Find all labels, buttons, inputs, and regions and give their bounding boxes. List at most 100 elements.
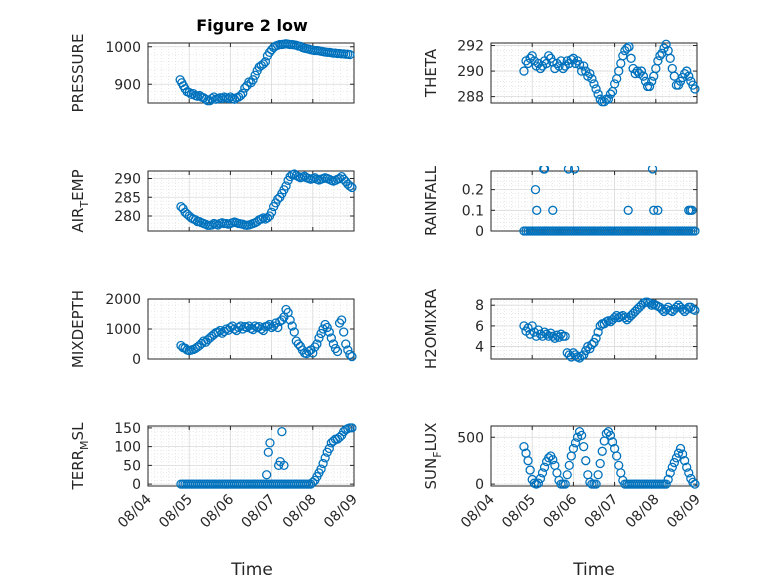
data-point: [593, 89, 603, 99]
axes-box: [490, 42, 698, 104]
data-point: [213, 327, 223, 337]
data-point: [279, 460, 289, 471]
data-point: [622, 43, 632, 53]
y-tick-label: 900: [114, 77, 141, 93]
series-markers: [176, 169, 357, 231]
data-point: [287, 321, 297, 331]
data-point: [532, 205, 542, 215]
subplot-rainfall: 0 0.1 0.2 RAINFALL: [422, 165, 700, 240]
data-point: [548, 455, 558, 465]
data-point: [318, 458, 328, 469]
series-markers: [519, 39, 700, 107]
data-point: [661, 479, 671, 489]
data-point: [576, 66, 587, 76]
subplot-mixdepth: 0 1000 2000 MIXDEPTH: [69, 290, 357, 368]
data-point: [593, 327, 603, 337]
data-point: [632, 66, 642, 76]
data-point: [248, 75, 258, 85]
y-axis-label: SUNFLUX: [422, 423, 444, 490]
data-point: [568, 443, 579, 454]
data-point: [258, 59, 269, 69]
data-point: [663, 474, 673, 485]
y-axis-label: MIXDEPTH: [69, 290, 87, 368]
data-point: [525, 465, 535, 475]
x-tick-label: 08/04: [115, 491, 155, 531]
data-point: [569, 166, 580, 174]
data-point: [304, 346, 314, 357]
data-point: [563, 166, 574, 174]
y-tick-label: 4: [475, 340, 484, 356]
data-point: [667, 462, 677, 472]
x-tick-label: 08/08: [280, 492, 320, 532]
y-tick-label: 50: [123, 458, 141, 474]
data-point: [523, 456, 533, 466]
data-point: [263, 447, 273, 457]
data-point: [687, 205, 697, 215]
y-tick-label: 1000: [105, 40, 141, 56]
y-tick-label: 280: [114, 209, 141, 225]
data-point: [570, 58, 581, 69]
data-point: [690, 479, 700, 489]
data-point: [201, 94, 211, 104]
data-point: [644, 81, 655, 92]
y-tick-label: 2000: [105, 292, 141, 308]
series-markers: [519, 297, 700, 363]
data-point: [347, 182, 357, 193]
data-point: [341, 339, 351, 349]
subplot-sun-flux: 0 500 08/04 08/05 08/06 08/07 08/08 08/09 SUNFLU…: [422, 423, 704, 532]
data-point: [541, 329, 552, 339]
data-point: [345, 349, 355, 360]
x-tick-label: 08/07: [582, 492, 622, 532]
axes-box: [147, 170, 355, 232]
data-point: [593, 470, 603, 480]
subplot-theta: 288 290 292 THETA: [422, 39, 700, 107]
subplot-h2omixra: 4 6 8 H2OMIXRA: [422, 288, 700, 369]
data-point: [677, 449, 688, 459]
data-point: [682, 66, 692, 76]
x-tick-label: 08/05: [499, 492, 539, 532]
data-point: [312, 339, 322, 349]
data-point: [690, 84, 700, 94]
y-axis-label: THETA: [422, 48, 440, 98]
axes-box: [147, 42, 355, 104]
data-point: [326, 333, 336, 343]
data-point: [523, 58, 533, 69]
data-point: [324, 443, 334, 454]
data-point: [657, 48, 667, 58]
data-point: [544, 51, 554, 61]
data-point: [665, 468, 675, 478]
data-point: [591, 479, 601, 489]
y-tick-label: 0: [132, 477, 141, 493]
data-point: [609, 312, 620, 323]
data-point: [690, 305, 700, 316]
data-point: [589, 79, 599, 89]
data-point: [626, 53, 636, 63]
data-point: [322, 322, 332, 333]
x-tick-label: 08/07: [239, 492, 279, 532]
data-point: [262, 470, 272, 480]
y-tick-label: 100: [114, 440, 141, 456]
data-point: [530, 184, 541, 195]
data-point: [570, 438, 581, 448]
data-point: [527, 51, 537, 61]
data-point: [558, 63, 568, 74]
data-point: [289, 327, 299, 337]
data-point: [328, 339, 339, 349]
subplot-air-temp: 280 285 290 AIRTEMP: [69, 169, 357, 233]
axes-box: [490, 298, 698, 360]
y-axis-label: TERRMSL: [69, 422, 91, 491]
data-point: [535, 63, 546, 74]
x-axis-label-right: Time: [572, 560, 615, 580]
data-point: [618, 51, 628, 61]
y-axis-label: AIRTEMP: [69, 169, 91, 232]
data-point: [587, 74, 597, 84]
y-tick-label: 290: [114, 172, 141, 188]
data-point: [537, 468, 548, 478]
x-tick-label: 08/09: [664, 492, 704, 532]
data-point: [665, 53, 675, 63]
data-point: [250, 70, 260, 80]
data-point: [624, 42, 634, 52]
data-point: [265, 438, 275, 448]
data-point: [539, 166, 550, 174]
data-point: [345, 181, 355, 191]
